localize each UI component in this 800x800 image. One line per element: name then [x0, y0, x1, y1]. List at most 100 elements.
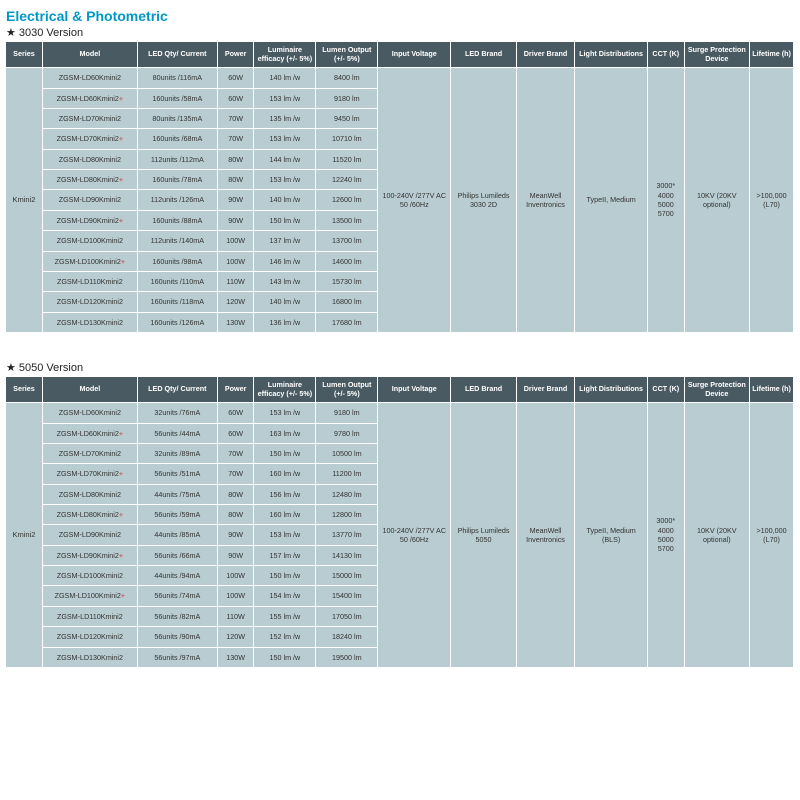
table-row: Kmini2ZGSM-LD60Kmini280units /116mA60W14… [6, 68, 794, 88]
col-header: Luminaire efficacy (+/- 5%) [254, 377, 316, 403]
efficacy-cell: 154 lm /w [254, 586, 316, 606]
lumen-cell: 17680 lm [316, 312, 378, 332]
col-header: Lifetime (h) [750, 42, 794, 68]
col-header: LED Brand [451, 42, 517, 68]
power-cell: 100W [217, 231, 253, 251]
power-cell: 90W [217, 545, 253, 565]
col-header: LED Qty/ Current [137, 377, 217, 403]
input-voltage-cell: 100-240V /277V AC 50 /60Hz [378, 403, 451, 668]
plus-suffix: + [121, 591, 125, 600]
model-cell: ZGSM-LD80Kmini2 [42, 149, 137, 169]
power-cell: 70W [217, 109, 253, 129]
col-header: Series [6, 377, 42, 403]
lumen-cell: 9780 lm [316, 423, 378, 443]
model-cell: ZGSM-LD90Kmini2+ [42, 210, 137, 230]
cct-cell: 3000* 4000 5000 5700 [648, 403, 684, 668]
model-cell: ZGSM-LD100Kmini2 [42, 566, 137, 586]
efficacy-cell: 137 lm /w [254, 231, 316, 251]
table-row: Kmini2ZGSM-LD60Kmini232units /76mA60W153… [6, 403, 794, 423]
led-cell: 44units /85mA [137, 525, 217, 545]
power-cell: 80W [217, 170, 253, 190]
lumen-cell: 11200 lm [316, 464, 378, 484]
version-label: ★3030 Version [6, 26, 794, 39]
power-cell: 90W [217, 190, 253, 210]
version-label: ★5050 Version [6, 361, 794, 374]
model-cell: ZGSM-LD110Kmini2 [42, 271, 137, 291]
model-cell: ZGSM-LD130Kmini2 [42, 647, 137, 667]
spec-table: SeriesModelLED Qty/ CurrentPowerLuminair… [6, 42, 794, 333]
light-dist-cell: TypeII, Medium (BLS) [575, 403, 648, 668]
col-header: Input Voltage [378, 377, 451, 403]
power-cell: 60W [217, 403, 253, 423]
col-header: Light Distributions [575, 377, 648, 403]
efficacy-cell: 163 lm /w [254, 423, 316, 443]
led-cell: 44units /75mA [137, 484, 217, 504]
plus-suffix: + [119, 429, 123, 438]
efficacy-cell: 136 lm /w [254, 312, 316, 332]
model-cell: ZGSM-LD80Kmini2+ [42, 170, 137, 190]
lumen-cell: 18240 lm [316, 627, 378, 647]
led-cell: 56units /51mA [137, 464, 217, 484]
series-cell: Kmini2 [6, 403, 42, 668]
model-cell: ZGSM-LD130Kmini2 [42, 312, 137, 332]
lumen-cell: 10500 lm [316, 443, 378, 463]
led-cell: 80units /116mA [137, 68, 217, 88]
power-cell: 120W [217, 627, 253, 647]
col-header: Driver Brand [516, 377, 574, 403]
power-cell: 130W [217, 647, 253, 667]
lumen-cell: 13700 lm [316, 231, 378, 251]
efficacy-cell: 153 lm /w [254, 129, 316, 149]
efficacy-cell: 155 lm /w [254, 606, 316, 626]
lumen-cell: 15000 lm [316, 566, 378, 586]
efficacy-cell: 160 lm /w [254, 464, 316, 484]
plus-suffix: + [119, 134, 123, 143]
led-cell: 32units /89mA [137, 443, 217, 463]
power-cell: 130W [217, 312, 253, 332]
led-brand-cell: Philips Lumileds 3030 2D [451, 68, 517, 333]
input-voltage-cell: 100-240V /277V AC 50 /60Hz [378, 68, 451, 333]
led-cell: 56units /66mA [137, 545, 217, 565]
col-header: Model [42, 377, 137, 403]
col-header: Power [217, 42, 253, 68]
lifetime-cell: >100,000 (L70) [750, 68, 794, 333]
efficacy-cell: 157 lm /w [254, 545, 316, 565]
surge-cell: 10KV (20KV optional) [684, 403, 750, 668]
col-header: Surge Protection Device [684, 42, 750, 68]
plus-suffix: + [119, 551, 123, 560]
led-cell: 112units /126mA [137, 190, 217, 210]
col-header: Lifetime (h) [750, 377, 794, 403]
col-header: LED Brand [451, 377, 517, 403]
lumen-cell: 11520 lm [316, 149, 378, 169]
led-cell: 160units /88mA [137, 210, 217, 230]
lumen-cell: 14130 lm [316, 545, 378, 565]
efficacy-cell: 153 lm /w [254, 88, 316, 108]
power-cell: 70W [217, 443, 253, 463]
driver-brand-cell: MeanWell Inventronics [516, 68, 574, 333]
model-cell: ZGSM-LD70Kmini2 [42, 109, 137, 129]
model-cell: ZGSM-LD90Kmini2 [42, 190, 137, 210]
efficacy-cell: 152 lm /w [254, 627, 316, 647]
col-header: Lumen Output (+/- 5%) [316, 377, 378, 403]
power-cell: 60W [217, 88, 253, 108]
lumen-cell: 10710 lm [316, 129, 378, 149]
lumen-cell: 9180 lm [316, 88, 378, 108]
lumen-cell: 12600 lm [316, 190, 378, 210]
col-header: CCT (K) [648, 377, 684, 403]
power-cell: 80W [217, 505, 253, 525]
version-text: 3030 Version [19, 27, 83, 39]
model-cell: ZGSM-LD80Kmini2+ [42, 505, 137, 525]
lifetime-cell: >100,000 (L70) [750, 403, 794, 668]
star-icon: ★ [6, 27, 16, 39]
efficacy-cell: 150 lm /w [254, 566, 316, 586]
power-cell: 100W [217, 566, 253, 586]
page-title: Electrical & Photometric [6, 8, 794, 24]
spec-table: SeriesModelLED Qty/ CurrentPowerLuminair… [6, 377, 794, 668]
power-cell: 70W [217, 464, 253, 484]
power-cell: 60W [217, 68, 253, 88]
efficacy-cell: 150 lm /w [254, 210, 316, 230]
efficacy-cell: 146 lm /w [254, 251, 316, 271]
col-header: CCT (K) [648, 42, 684, 68]
efficacy-cell: 153 lm /w [254, 403, 316, 423]
plus-suffix: + [119, 94, 123, 103]
led-cell: 112units /140mA [137, 231, 217, 251]
